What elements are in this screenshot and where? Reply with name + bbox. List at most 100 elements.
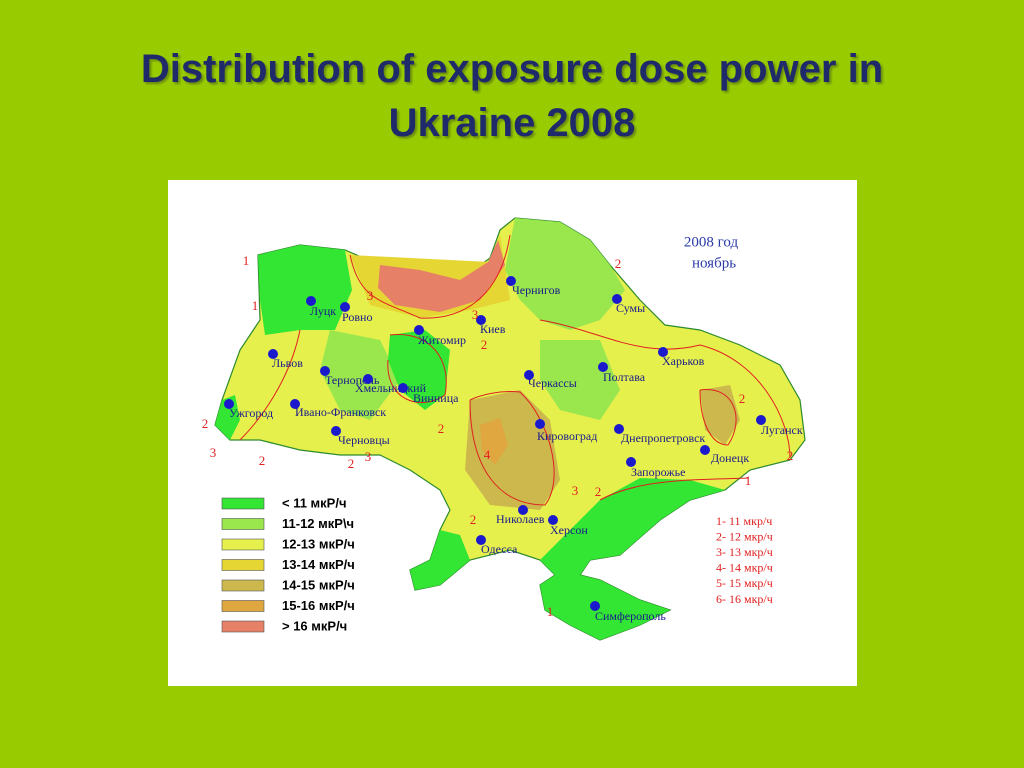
city-label: Киев [480, 322, 506, 336]
city-label: Кировоград [537, 429, 597, 443]
city-dot [658, 347, 668, 357]
city-label: Хмельницкий [355, 381, 427, 395]
contour-label: 1 [252, 298, 259, 313]
city-dot [363, 374, 373, 384]
contour-label: 2 [739, 391, 746, 406]
zone-11-12 [540, 340, 620, 420]
contour-legend: 2- 12 мкр/ч [716, 529, 773, 543]
city-label: Ивано-Франковск [295, 405, 386, 419]
city-dot [614, 424, 624, 434]
legend-label: 11-12 мкР\ч [282, 516, 354, 531]
contour-label: 3 [367, 288, 374, 303]
zone-lt-11 [540, 478, 725, 640]
city-label: Донецк [711, 451, 749, 465]
city-label: Запорожье [631, 465, 685, 479]
zone-lt-11 [258, 245, 352, 335]
city-dot [306, 296, 316, 306]
city-dot [756, 415, 766, 425]
contour-legend: 3- 13 мкр/ч [716, 545, 773, 559]
city-dot [268, 349, 278, 359]
city-dot [524, 370, 534, 380]
zone-14-15 [465, 390, 560, 510]
legend-label: > 16 мкР/ч [282, 618, 347, 633]
legend-label: 12-13 мкР/ч [282, 536, 355, 551]
legend-label: 13-14 мкР/ч [282, 557, 355, 572]
city-dot [548, 515, 558, 525]
contour-label: 1 [745, 473, 752, 488]
contour-label: 1 [243, 253, 250, 268]
contour-legend: 1- 11 мкр/ч [716, 514, 772, 528]
city-label: Луганск [761, 423, 803, 437]
zone-lt-11 [215, 395, 240, 440]
city-dot [340, 302, 350, 312]
map-header: 2008 год [684, 234, 739, 250]
city-dot [476, 535, 486, 545]
city-dot [506, 276, 516, 286]
city-dot [626, 457, 636, 467]
city-label: Харьков [662, 354, 705, 368]
city-label: Житомир [418, 333, 466, 347]
contour-label: 2 [470, 512, 477, 527]
zone-11-12 [505, 218, 625, 330]
legend-label: < 11 мкР/ч [282, 495, 347, 510]
city-label: Полтава [603, 370, 646, 384]
city-dot [518, 505, 528, 515]
city-dot [290, 399, 300, 409]
contour-label: 1 [547, 604, 554, 619]
contour-legend: 6- 16 мкр/ч [716, 592, 773, 606]
contour-legend: 5- 15 мкр/ч [716, 576, 773, 590]
contour-label: 4 [484, 447, 491, 462]
slide-title: Distribution of exposure dose power in U… [140, 47, 884, 145]
zone-15-16 [480, 418, 508, 465]
legend-swatch [221, 518, 265, 530]
contour-label: 3 [210, 445, 217, 460]
contours [239, 234, 791, 506]
city-label: Луцк [310, 304, 336, 318]
legend-swatch [221, 579, 265, 592]
city-label: Винница [413, 391, 459, 405]
contour-label: 2 [202, 416, 209, 431]
contour-label: 2 [259, 453, 266, 468]
city-label: Сумы [616, 301, 645, 315]
legend-label: 15-16 мкР/ч [282, 598, 355, 613]
contour-label: 2 [348, 456, 355, 471]
city-label: Черкассы [528, 376, 577, 390]
map-header: ноябрь [692, 255, 736, 271]
legend-swatch [221, 538, 265, 551]
city-dot [535, 419, 545, 429]
city-label: Ровно [342, 310, 372, 324]
contour-label: 2 [787, 448, 794, 463]
city-dot [224, 399, 234, 409]
contour-label: 2 [481, 337, 488, 352]
contour-label: 3 [472, 307, 479, 322]
legend-swatch [221, 497, 265, 510]
zone-11-12 [320, 330, 400, 420]
city-label: Николаев [496, 512, 545, 526]
contour-label: 2 [595, 484, 602, 499]
legend-swatch [221, 600, 265, 612]
legend-label: 14-15 мкР/ч [282, 577, 355, 592]
city-label: Одесса [481, 542, 518, 556]
city-dot [331, 426, 341, 436]
contour-label: 3 [572, 483, 579, 498]
city-dot [612, 294, 622, 304]
contour-label: 3 [365, 449, 372, 464]
city-dot [398, 383, 408, 393]
legend-swatch [221, 620, 265, 633]
city-dot [476, 315, 486, 325]
contour-legend: 4- 14 мкр/ч [716, 561, 773, 575]
zone-gt-16 [378, 240, 505, 312]
legend-swatch [221, 559, 265, 571]
city-label: Симферополь [595, 609, 666, 623]
city-label: Львов [272, 356, 303, 370]
city-label: Херсон [550, 523, 588, 537]
zone-lt-11 [410, 530, 470, 590]
city-dot [700, 445, 710, 455]
contour-label: 2 [438, 421, 445, 436]
city-dot [590, 601, 600, 611]
city-label: Черновцы [338, 433, 390, 447]
contour-label: 2 [615, 256, 622, 271]
city-label: Днепропетровск [621, 431, 705, 445]
